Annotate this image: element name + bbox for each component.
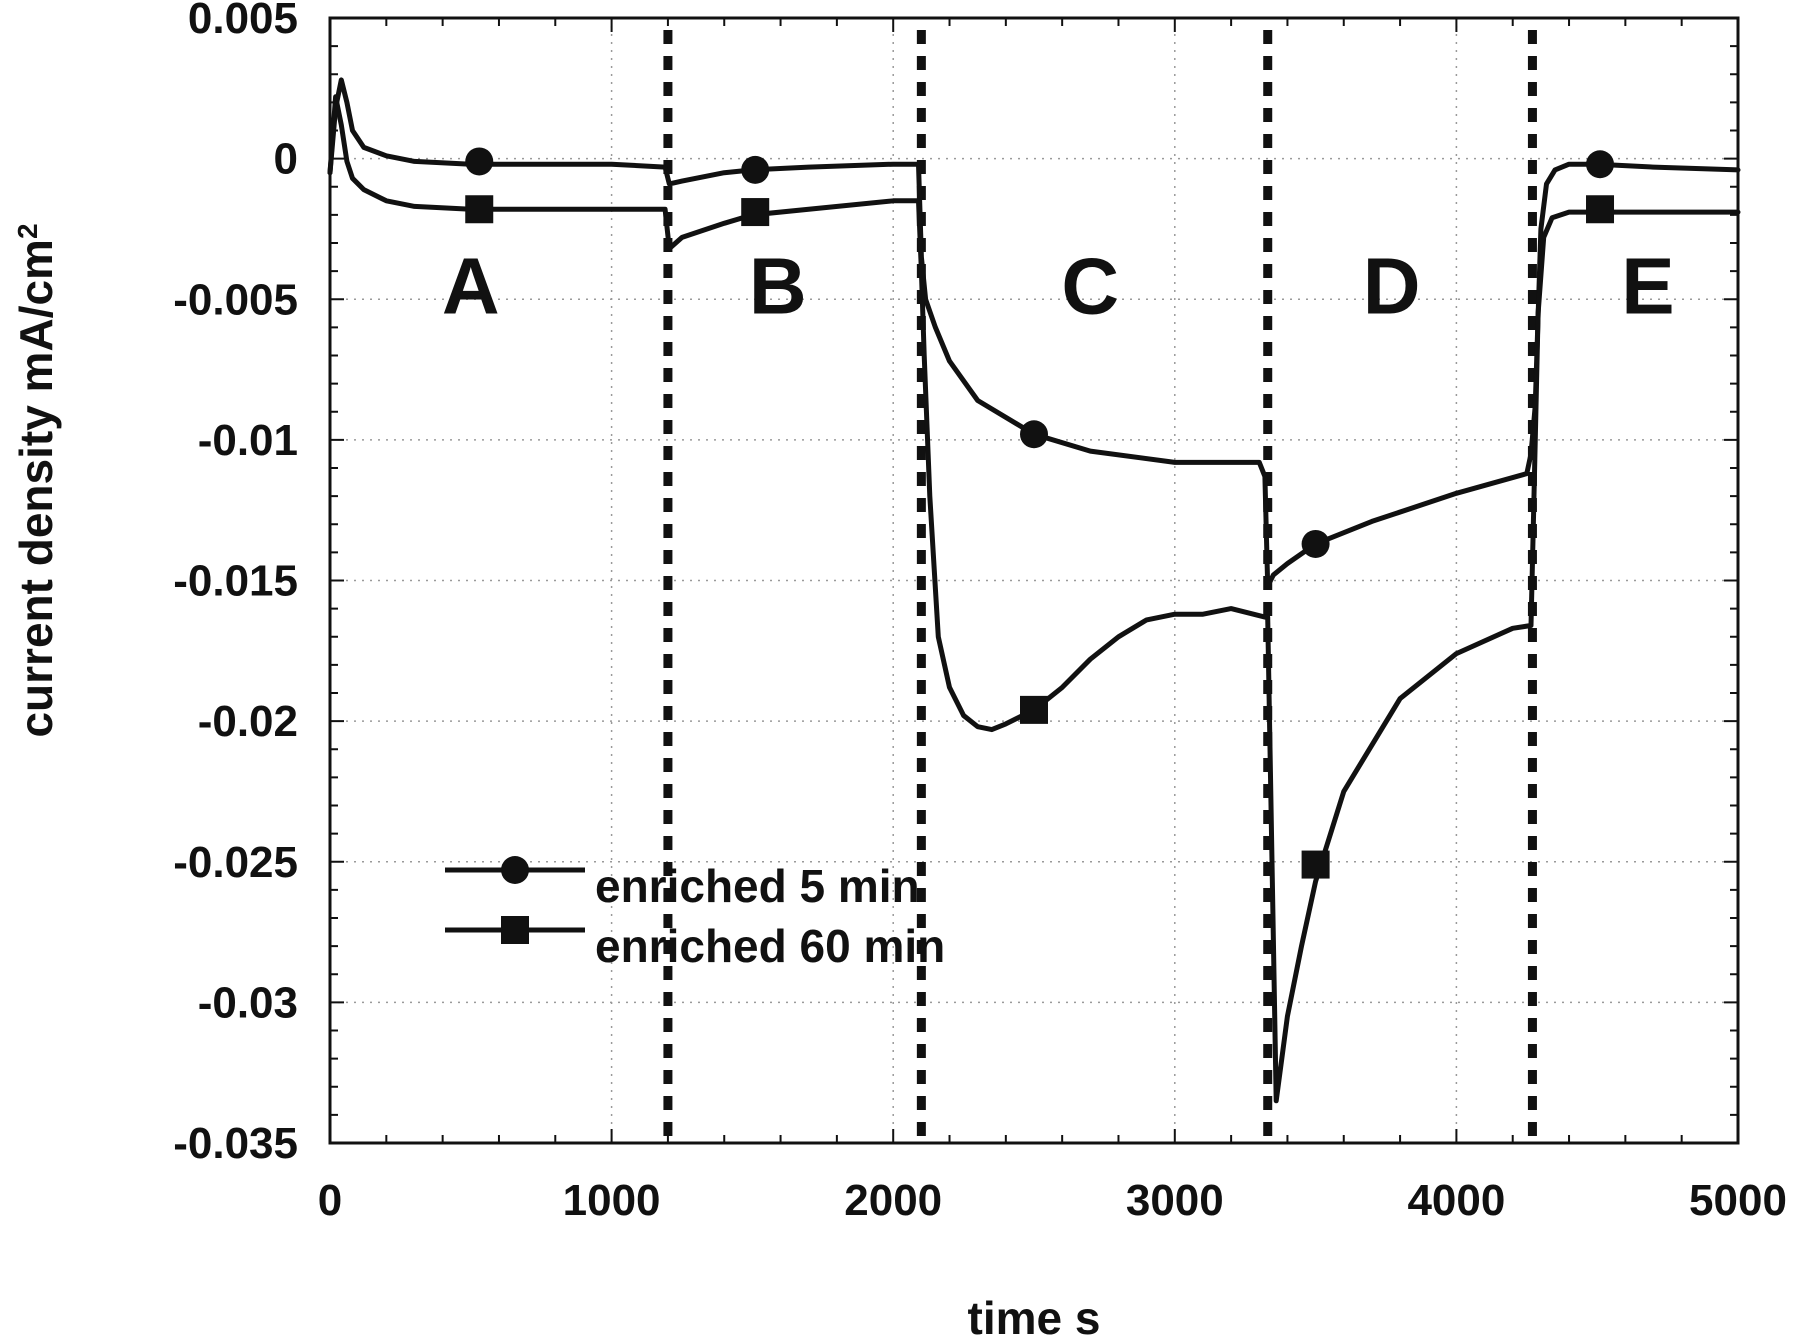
- y-axis-label-text: current density mA/cm: [10, 239, 62, 737]
- data-point-circle: [741, 155, 770, 184]
- series-2: [327, 94, 1741, 1104]
- series-line: [327, 94, 1741, 1104]
- region-label: D: [1363, 241, 1421, 330]
- region-label: B: [749, 241, 807, 330]
- legend-marker-square: [501, 916, 529, 944]
- legend-item: enriched 60 min: [445, 916, 945, 972]
- y-tick-label: -0.02: [198, 697, 298, 746]
- x-tick-label: 4000: [1407, 1176, 1505, 1225]
- y-tick-label: -0.015: [173, 557, 298, 606]
- data-point-square: [1301, 850, 1330, 879]
- series-1: [327, 77, 1741, 589]
- y-tick-label: 0.005: [188, 0, 298, 43]
- legend-marker-circle: [501, 856, 529, 884]
- y-tick-label: -0.005: [173, 275, 298, 324]
- legend-item: enriched 5 min: [445, 856, 920, 912]
- x-tick-label: 1000: [563, 1176, 661, 1225]
- x-tick-label: 5000: [1689, 1176, 1787, 1225]
- y-tick-label: 0: [274, 135, 298, 184]
- x-tick-label: 3000: [1126, 1176, 1224, 1225]
- grid: [329, 17, 1739, 1144]
- y-tick-label: -0.035: [173, 1119, 298, 1168]
- legend-label: enriched 5 min: [595, 860, 920, 912]
- x-tick-label: 2000: [844, 1176, 942, 1225]
- axis-ticks: 0 1000 2000 3000 4000 5000 0.005 0 -0.005 -0.01 -0…: [173, 0, 1787, 1225]
- data-point-square: [1586, 195, 1615, 224]
- region-labels: A B C D E: [442, 241, 1675, 330]
- series-line: [327, 77, 1741, 589]
- data-point-square: [1020, 695, 1048, 724]
- y-tick-label: -0.025: [173, 838, 298, 887]
- region-label: E: [1621, 241, 1674, 330]
- data-point-circle: [1586, 150, 1615, 179]
- y-axis-label: current density mA/cm2: [10, 223, 62, 737]
- data-point-circle: [1301, 529, 1330, 558]
- region-label: A: [442, 241, 500, 330]
- y-tick-label: -0.03: [198, 978, 298, 1027]
- data-point-square: [465, 195, 494, 224]
- phase-boundaries: [663, 30, 1537, 1143]
- y-tick-label: -0.01: [198, 416, 298, 465]
- data-point-circle: [1020, 420, 1048, 449]
- series: [327, 77, 1741, 1104]
- legend: enriched 5 min enriched 60 min: [445, 856, 945, 972]
- x-axis-label: time s: [968, 1292, 1101, 1342]
- data-point-square: [741, 198, 770, 227]
- legend-label: enriched 60 min: [595, 920, 945, 972]
- y-axis-label-superscript: 2: [12, 223, 43, 239]
- x-tick-label: 0: [318, 1176, 342, 1225]
- region-label: C: [1061, 241, 1119, 330]
- data-point-circle: [465, 147, 494, 176]
